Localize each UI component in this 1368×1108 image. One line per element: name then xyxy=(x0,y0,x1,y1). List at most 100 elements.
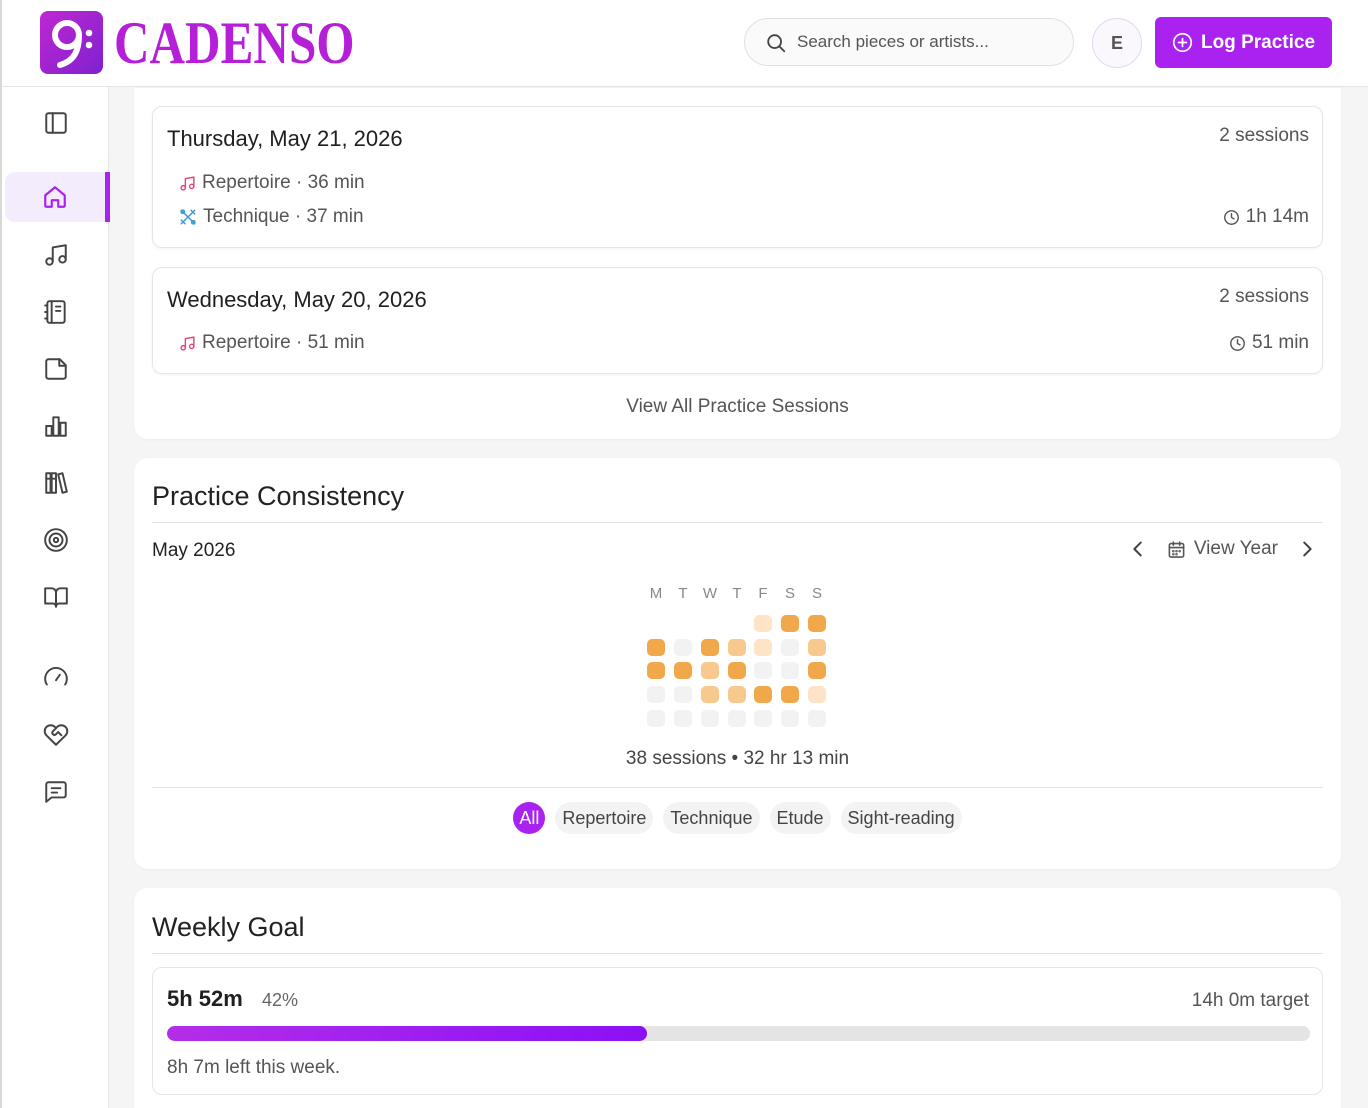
gauge-icon xyxy=(43,667,68,686)
category-filters: All Repertoire Technique Etude Sight-rea… xyxy=(134,802,1341,834)
weekday-label: W xyxy=(702,585,718,602)
heatmap-day-cell[interactable] xyxy=(674,710,692,727)
heatmap-day-cell[interactable] xyxy=(808,662,826,679)
panel-left-icon xyxy=(44,112,67,134)
notebook-icon xyxy=(43,300,66,324)
goal-value: 5h 52m xyxy=(167,986,243,1011)
heatmap-day-cell[interactable] xyxy=(754,615,772,632)
chevron-right-icon[interactable] xyxy=(1296,538,1318,560)
weekday-label: S xyxy=(811,585,822,602)
heatmap-day-cell[interactable] xyxy=(674,662,692,679)
weekday-label: M xyxy=(649,585,663,602)
consistency-summary: 38 sessions • 32 hr 13 min xyxy=(625,748,850,769)
heatmap-day-cell[interactable] xyxy=(781,615,799,632)
heatmap-day-cell[interactable] xyxy=(808,615,826,632)
calendar-nav: View Year xyxy=(1127,538,1318,560)
filter-repertoire[interactable]: Repertoire xyxy=(555,802,654,834)
book-open-icon xyxy=(43,587,68,608)
tools-icon xyxy=(180,209,196,225)
filter-sight-reading[interactable]: Sight-reading xyxy=(840,802,962,834)
weekday-label: F xyxy=(758,585,768,602)
session-date: Thursday, May 21, 2026 xyxy=(167,126,403,151)
filter-all[interactable]: All xyxy=(513,802,546,834)
heatmap-day-cell[interactable] xyxy=(728,686,746,703)
heatmap-day-cell[interactable] xyxy=(808,710,826,727)
heatmap-day-cell[interactable] xyxy=(701,686,719,703)
weekly-goal-progress: 5h 52m 42% 14h 0m target 8h 7m left this… xyxy=(152,967,1323,1095)
heatmap-day-cell[interactable] xyxy=(754,639,772,656)
avatar[interactable]: E xyxy=(1092,18,1142,68)
sticky-note-icon xyxy=(44,358,67,380)
music-note-icon xyxy=(180,175,195,191)
filter-technique[interactable]: Technique xyxy=(663,802,760,834)
heatmap-day-cell[interactable] xyxy=(674,639,692,656)
sidebar-item-feedback[interactable] xyxy=(2,767,109,817)
sidebar-item-notes[interactable] xyxy=(2,344,109,394)
session-line-text: Repertoire · 51 min xyxy=(202,332,365,353)
heatmap-day-cell[interactable] xyxy=(781,710,799,727)
sidebar-item-favorites[interactable] xyxy=(2,710,109,760)
heatmap-day-cell[interactable] xyxy=(701,662,719,679)
heatmap-day-cell[interactable] xyxy=(647,710,665,727)
heatmap-day-cell[interactable] xyxy=(754,710,772,727)
filter-etude[interactable]: Etude xyxy=(769,802,831,834)
heatmap-day-cell[interactable] xyxy=(647,662,665,679)
session-date: Wednesday, May 20, 2026 xyxy=(167,287,427,312)
sidebar-item-goals[interactable] xyxy=(2,515,109,565)
heatmap-day-cell[interactable] xyxy=(808,686,826,703)
heatmap-day-cell[interactable] xyxy=(674,686,692,703)
home-icon xyxy=(44,186,66,208)
sidebar-item-home[interactable] xyxy=(5,172,110,222)
search-icon xyxy=(767,34,786,53)
search-box[interactable] xyxy=(744,18,1074,66)
bar-chart-icon xyxy=(44,416,67,437)
chevron-left-icon[interactable] xyxy=(1127,538,1149,560)
clock-icon xyxy=(1223,209,1239,225)
heatmap-day-cell[interactable] xyxy=(647,639,665,656)
heatmap-day-cell[interactable] xyxy=(781,686,799,703)
heatmap-day-cell[interactable] xyxy=(728,639,746,656)
session-total: 1h 14m xyxy=(1223,206,1309,228)
calendar-icon xyxy=(1168,540,1185,558)
divider xyxy=(152,953,1323,954)
heatmap-day-cell[interactable] xyxy=(728,710,746,727)
sidebar-item-metronome[interactable] xyxy=(2,653,109,703)
logo-icon[interactable] xyxy=(40,11,103,74)
sidebar xyxy=(0,87,110,1108)
heatmap-day-cell[interactable] xyxy=(701,639,719,656)
heatmap-day-cell[interactable] xyxy=(754,686,772,703)
heatmap-day-cell[interactable] xyxy=(781,639,799,656)
message-icon xyxy=(44,781,67,803)
sidebar-toggle-button[interactable] xyxy=(2,98,109,148)
session-line-text: Technique · 37 min xyxy=(203,206,364,227)
goal-remaining: 8h 7m left this week. xyxy=(167,1057,341,1078)
session-total-text: 1h 14m xyxy=(1245,206,1309,227)
search-input[interactable] xyxy=(797,19,1057,65)
session-day-card[interactable]: Thursday, May 21, 2026 2 sessions Repert… xyxy=(152,106,1323,248)
sidebar-item-stats[interactable] xyxy=(2,401,109,451)
view-all-sessions-link[interactable]: View All Practice Sessions xyxy=(134,396,1341,418)
heatmap-day-cell[interactable] xyxy=(754,662,772,679)
top-header: CADENSO E Log Practice xyxy=(0,0,1368,87)
heatmap-day-cell[interactable] xyxy=(701,710,719,727)
sidebar-item-learn[interactable] xyxy=(2,572,109,622)
heatmap-day-cell[interactable] xyxy=(808,639,826,656)
sidebar-item-repertoire[interactable] xyxy=(2,230,109,280)
session-line: Repertoire · 51 min xyxy=(179,332,365,354)
heatmap-day-cell[interactable] xyxy=(781,662,799,679)
app-name[interactable]: CADENSO xyxy=(114,10,355,76)
plus-circle-icon xyxy=(1172,32,1193,53)
heatmap-day-cell[interactable] xyxy=(647,686,665,703)
library-icon xyxy=(44,472,68,494)
sidebar-item-library[interactable] xyxy=(2,458,109,508)
view-year-button[interactable]: View Year xyxy=(1193,538,1278,559)
sidebar-item-journal[interactable] xyxy=(2,287,109,337)
log-practice-button[interactable]: Log Practice xyxy=(1155,17,1332,68)
music-note-icon xyxy=(180,335,195,351)
goal-percent: 42% xyxy=(262,990,299,1010)
goal-progress-track xyxy=(167,1026,1310,1041)
heatmap-day-cell[interactable] xyxy=(728,662,746,679)
session-count: 2 sessions xyxy=(1219,286,1309,307)
session-count: 2 sessions xyxy=(1219,125,1309,146)
session-day-card[interactable]: Wednesday, May 20, 2026 2 sessions Reper… xyxy=(152,267,1323,374)
